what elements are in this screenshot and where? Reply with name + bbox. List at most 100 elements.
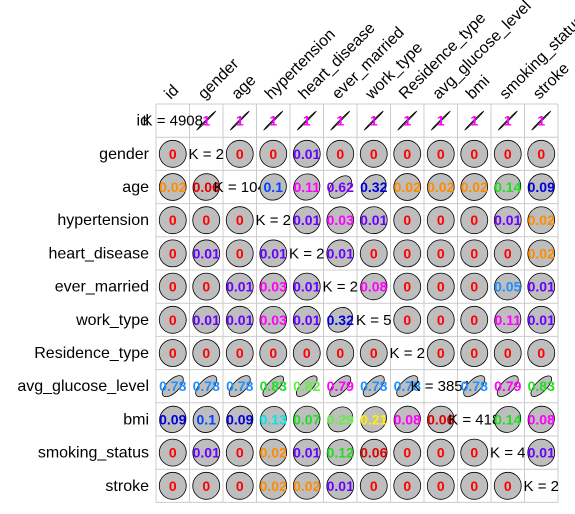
cell-value-stroke-smoking_status: 0 — [504, 478, 512, 494]
cell-value-avg_glucose_level-ever_married: 0.79 — [327, 378, 354, 394]
cell-ellipse-bmi-work_type — [360, 406, 387, 433]
diagonal-label-gender: K = 2 — [189, 146, 224, 163]
cell-value-age-avg_glucose_level: 0.02 — [427, 179, 454, 195]
cell-ellipse-bmi-age — [226, 405, 254, 433]
cell-ellipse-stroke-heart_disease — [292, 471, 321, 500]
row-label-id: id — [137, 113, 149, 130]
cell-ellipse-smoking_status-ever_married — [326, 439, 354, 467]
cell-value-id-work_type: 1 — [370, 113, 378, 129]
cell-value-age-smoking_status: 0.14 — [494, 179, 521, 195]
cell-ellipse-id-Residence_type — [397, 110, 418, 131]
cell-value-id-stroke: 1 — [537, 113, 545, 129]
cell-ellipse-id-gender — [196, 110, 217, 131]
cell-ellipse-stroke-gender — [192, 471, 221, 500]
cell-value-Residence_type-bmi: 0 — [470, 345, 478, 361]
cell-value-avg_glucose_level-Residence_type: 0.78 — [394, 378, 421, 394]
diagonal-label-avg_glucose_level: K = 3851 — [411, 378, 471, 395]
cell-value-gender-avg_glucose_level: 0 — [437, 146, 445, 162]
cell-value-age-ever_married: 0.62 — [327, 179, 354, 195]
cell-value-ever_married-avg_glucose_level: 0 — [437, 279, 445, 295]
cell-ellipse-bmi-heart_disease — [293, 405, 321, 434]
cell-ellipse-Residence_type-age — [225, 339, 254, 367]
cell-ellipse-bmi-smoking_status — [494, 405, 522, 433]
cell-value-bmi-id: 0.09 — [159, 411, 186, 427]
cell-ellipse-heart_disease-ever_married — [326, 239, 355, 268]
cell-value-gender-smoking_status: 0 — [504, 146, 512, 162]
cell-value-work_type-smoking_status: 0.11 — [495, 312, 522, 328]
cell-value-avg_glucose_level-stroke: 0.83 — [528, 378, 555, 394]
diagonal-label-age: K = 104 — [214, 179, 266, 196]
row-label-heart_disease: heart_disease — [48, 245, 149, 262]
cell-ellipse-Residence_type-hypertension — [259, 339, 288, 367]
cell-ellipse-stroke-bmi — [460, 471, 489, 500]
cell-ellipse-stroke-hypertension — [259, 471, 288, 500]
cell-value-smoking_status-work_type: 0.06 — [360, 445, 387, 461]
cell-value-avg_glucose_level-smoking_status: 0.79 — [494, 378, 521, 394]
cell-value-smoking_status-hypertension: 0.02 — [260, 445, 287, 461]
cell-ellipse-stroke-work_type — [359, 471, 388, 500]
cell-value-avg_glucose_level-heart_disease: 0.82 — [293, 378, 320, 394]
cell-value-work_type-Residence_type: 0 — [403, 312, 411, 328]
cell-value-work_type-hypertension: 0.03 — [260, 312, 287, 328]
matrix-cells: K = 4908 1 1 1 1 1 1 1 1 1 1 10 K = 2 0 0 0.01 0 0 0 0 0 0 00.… — [143, 110, 559, 500]
cell-value-age-heart_disease: 0.11 — [294, 179, 321, 195]
cell-value-bmi-heart_disease: 0.07 — [293, 411, 320, 427]
cell-ellipse-gender-avg_glucose_level — [426, 139, 455, 168]
cell-ellipse-work_type-stroke — [527, 305, 556, 334]
cell-value-work_type-avg_glucose_level: 0 — [437, 312, 445, 328]
cell-value-work_type-heart_disease: 0.01 — [293, 312, 320, 328]
row-label-ever_married: ever_married — [55, 279, 149, 296]
cell-ellipse-avg_glucose_level-bmi — [463, 375, 486, 398]
cell-ellipse-age-work_type — [360, 174, 387, 200]
cell-ellipse-avg_glucose_level-id — [161, 375, 184, 398]
cell-ellipse-stroke-smoking_status — [493, 471, 522, 500]
cell-ellipse-id-ever_married — [330, 110, 351, 131]
cell-value-age-gender: 0.06 — [193, 179, 220, 195]
cell-value-age-hypertension: 0.1 — [264, 179, 284, 195]
cell-value-id-ever_married: 1 — [336, 113, 344, 129]
cell-ellipse-hypertension-bmi — [460, 206, 489, 235]
row-label-Residence_type: Residence_type — [34, 345, 149, 362]
diagonal-label-stroke: K = 2 — [524, 478, 559, 495]
cell-ellipse-age-hypertension — [259, 173, 287, 201]
cell-value-stroke-bmi: 0 — [470, 478, 478, 494]
cell-value-heart_disease-avg_glucose_level: 0 — [437, 245, 445, 261]
cell-ellipse-hypertension-stroke — [527, 206, 556, 235]
cell-ellipse-id-smoking_status — [497, 110, 518, 131]
diagonal-label-smoking_status: K = 4 — [490, 445, 525, 462]
cell-value-heart_disease-smoking_status: 0 — [504, 245, 512, 261]
cell-value-stroke-age: 0 — [236, 478, 244, 494]
cell-ellipse-age-smoking_status — [494, 173, 522, 201]
cell-value-hypertension-stroke: 0.02 — [528, 212, 555, 228]
cell-ellipse-avg_glucose_level-heart_disease — [295, 375, 318, 397]
cell-value-gender-age: 0 — [236, 146, 244, 162]
column-label-bmi: bmi — [463, 73, 493, 103]
cell-ellipse-stroke-age — [225, 471, 254, 500]
cell-value-Residence_type-smoking_status: 0 — [504, 345, 512, 361]
cell-value-age-stroke: 0.09 — [528, 179, 555, 195]
cell-ellipse-gender-smoking_status — [493, 139, 522, 168]
cell-ellipse-ever_married-work_type — [360, 272, 388, 301]
cell-value-ever_married-smoking_status: 0.05 — [494, 279, 521, 295]
cell-value-hypertension-smoking_status: 0.01 — [494, 212, 521, 228]
cell-value-smoking_status-ever_married: 0.12 — [327, 445, 354, 461]
cell-ellipse-Residence_type-id — [158, 339, 187, 367]
cell-value-hypertension-Residence_type: 0 — [403, 212, 411, 228]
cell-ellipse-smoking_status-gender — [192, 438, 221, 467]
cell-value-id-gender: 1 — [202, 113, 210, 129]
cell-ellipse-work_type-age — [225, 305, 254, 334]
cell-value-work_type-gender: 0.01 — [193, 312, 220, 328]
cell-ellipse-bmi-Residence_type — [393, 405, 421, 434]
cell-value-ever_married-work_type: 0.08 — [360, 279, 387, 295]
column-label-id: id — [162, 82, 183, 103]
cell-value-id-avg_glucose_level: 1 — [437, 113, 445, 129]
cell-ellipse-ever_married-age — [225, 272, 254, 301]
diagonal-label-work_type: K = 5 — [356, 312, 391, 329]
cell-ellipse-heart_disease-bmi — [460, 239, 489, 268]
cell-ellipse-work_type-heart_disease — [292, 305, 321, 334]
cell-value-id-heart_disease: 1 — [303, 113, 311, 129]
cell-ellipse-Residence_type-heart_disease — [292, 339, 321, 367]
cell-ellipse-heart_disease-avg_glucose_level — [426, 239, 455, 268]
cell-ellipse-avg_glucose_level-work_type — [362, 375, 385, 398]
cell-ellipse-hypertension-Residence_type — [393, 206, 422, 235]
